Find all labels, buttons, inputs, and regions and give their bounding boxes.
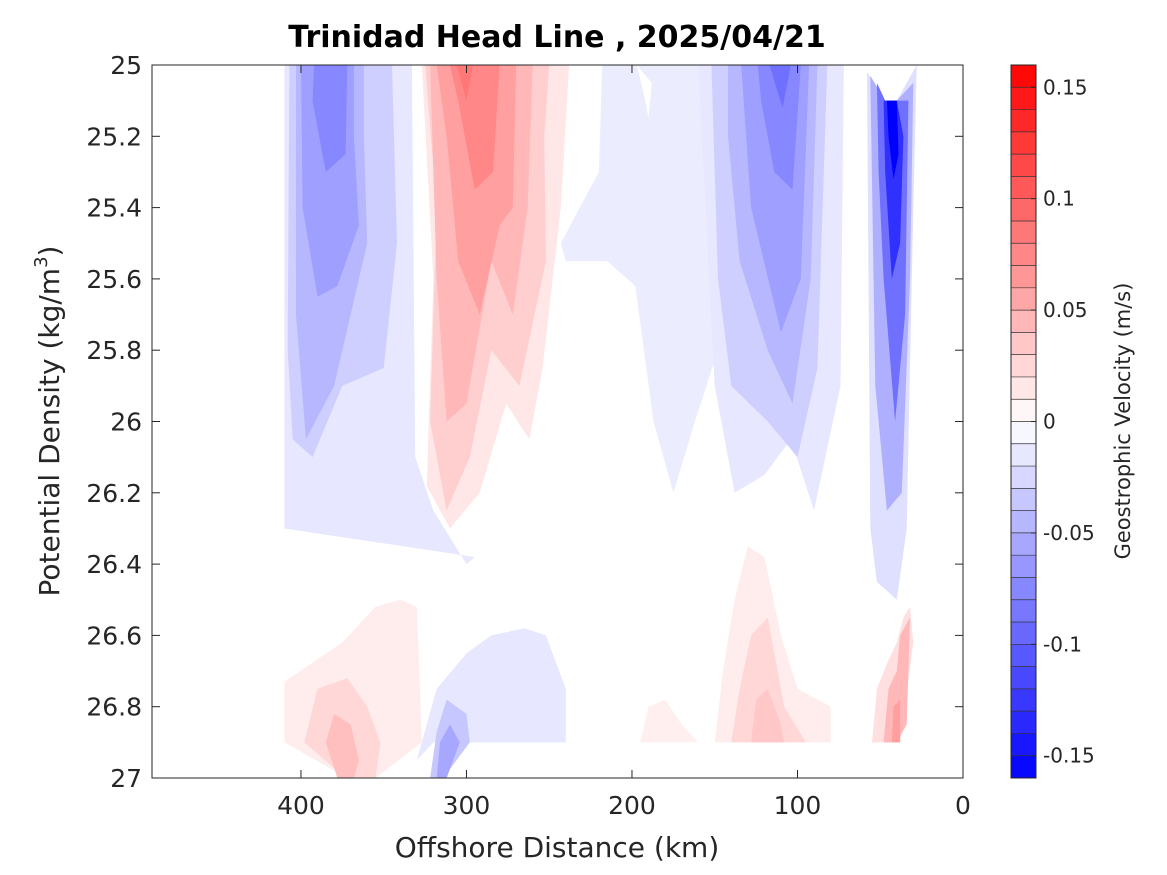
colorbar-level <box>1011 421 1036 445</box>
colorbar-tick-label: -0.1 <box>1043 632 1082 656</box>
colorbar-tick-label: 0.1 <box>1043 187 1075 211</box>
y-tick-label: 26.6 <box>86 621 142 650</box>
colorbar-tick-label: 0.05 <box>1043 298 1088 322</box>
colorbar-label: Geostrophic Velocity (m/s) <box>1111 283 1135 560</box>
y-tick-label: 25.6 <box>86 265 142 294</box>
colorbar-level <box>1011 644 1036 667</box>
colorbar: 0.15 0.1 0.05 0 -0.05 -0.1 -0.15 <box>1010 64 1095 779</box>
colorbar-level <box>1011 466 1036 489</box>
y-axis-label-close: ) <box>33 246 66 257</box>
y-tick-label: 25.2 <box>86 122 142 151</box>
colorbar-level <box>1011 555 1036 578</box>
contour-nearshore-north-2 <box>883 617 910 743</box>
colorbar-level <box>1011 577 1036 601</box>
y-tick-label: 26 <box>110 408 142 437</box>
x-tick-label: 300 <box>443 791 491 820</box>
contour-nearshore-north-3 <box>891 699 901 743</box>
velocity-field <box>284 65 917 778</box>
y-axis-label-superscript: 3 <box>31 256 52 267</box>
colorbar-level <box>1011 532 1036 556</box>
colorbar-level <box>1011 399 1036 422</box>
contour-midshelf-south-5 <box>757 65 801 190</box>
y-tick-label: 25.8 <box>86 336 142 365</box>
contour-deep-north-mid-2 <box>731 617 806 743</box>
contour-midshelf-south-6 <box>769 65 791 108</box>
contour-weak-south-1 <box>560 65 718 493</box>
x-tick-label: 200 <box>608 791 656 820</box>
contour-nearshore-south-4 <box>883 100 904 279</box>
contour-north-jet-6 <box>456 65 474 101</box>
y-tick-label: 26.4 <box>86 550 142 579</box>
colorbar-tick-label: -0.05 <box>1043 521 1095 545</box>
contour-offshore-south-5 <box>312 65 348 172</box>
contour-deep-north-small <box>640 699 699 743</box>
chart-title: Trinidad Head Line , 2025/04/21 <box>288 20 825 55</box>
colorbar-level <box>1011 87 1036 110</box>
colorbar-level <box>1011 243 1036 266</box>
colorbar-level <box>1011 622 1036 645</box>
colorbar-tick-label: 0.15 <box>1043 75 1088 99</box>
colorbar-level <box>1011 599 1036 623</box>
contour-north-jet-5 <box>449 65 500 190</box>
colorbar-level <box>1011 688 1036 712</box>
colorbar-level <box>1011 154 1036 177</box>
contour-nearshore-south-5 <box>886 100 899 180</box>
contour-deep-north-off-3 <box>325 713 359 778</box>
colorbar-level <box>1011 265 1036 289</box>
colorbar-level <box>1011 733 1036 757</box>
contour-deep-north-mid-3 <box>751 688 785 743</box>
colorbar-level <box>1011 332 1036 355</box>
colorbar-tick-label: -0.15 <box>1043 744 1095 768</box>
x-axis-label: Offshore Distance (km) <box>395 831 720 864</box>
contour-north-jet-4 <box>436 65 517 315</box>
colorbar-level <box>1011 310 1036 333</box>
colorbar-level <box>1011 220 1036 244</box>
y-tick-label: 25.4 <box>86 194 142 223</box>
colorbar-level <box>1011 109 1036 133</box>
contour-weak-south-gap <box>636 65 652 119</box>
x-tick-label: 400 <box>277 791 325 820</box>
colorbar-level <box>1011 176 1036 199</box>
colorbar-level <box>1011 711 1036 734</box>
colorbar-level <box>1011 198 1036 222</box>
plot-axes: 400 300 200 100 0 25 25.2 25.4 25.6 25.8 26 26.2 26.… <box>86 51 971 820</box>
y-tick-label: 26.2 <box>86 479 142 508</box>
y-axis-label-main: Potential Density (kg/m <box>33 268 66 597</box>
colorbar-level <box>1011 488 1036 511</box>
x-tick-label: 0 <box>955 791 971 820</box>
y-tick-label: 27 <box>110 764 142 793</box>
colorbar-level <box>1011 376 1036 400</box>
colorbar-level <box>1011 287 1036 311</box>
colorbar-level <box>1011 354 1036 378</box>
colorbar-level <box>1011 131 1036 155</box>
colorbar-level <box>1011 666 1036 690</box>
y-tick-label: 26.8 <box>86 693 142 722</box>
y-tick-label: 25 <box>110 51 142 80</box>
colorbar-tick-label: 0 <box>1043 410 1056 434</box>
x-tick-label: 100 <box>774 791 822 820</box>
y-axis-label: Potential Density (kg/m3) <box>31 246 66 597</box>
colorbar-level <box>1011 755 1036 779</box>
colorbar-level <box>1011 443 1036 467</box>
colorbar-level <box>1011 65 1036 88</box>
colorbar-level <box>1011 510 1036 534</box>
contour-deep-south-3 <box>436 724 460 778</box>
